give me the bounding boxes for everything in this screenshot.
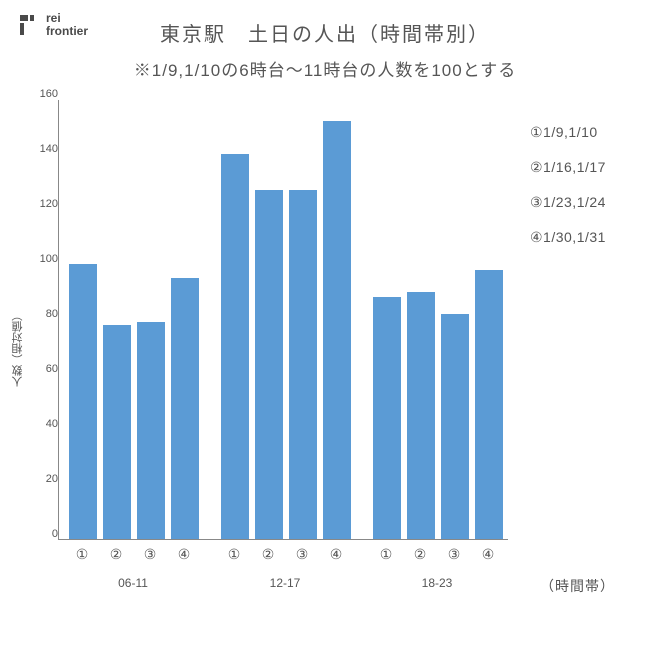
bar (69, 264, 97, 539)
y-tick: 160 (30, 88, 58, 100)
y-ticks: 020406080100120140160 (30, 100, 58, 540)
bar-group (69, 264, 199, 539)
x-bar-label: ② (110, 546, 123, 563)
x-bar-label: ③ (296, 546, 309, 563)
x-group-label: 06-11 (118, 576, 148, 590)
x-bar-label: ③ (144, 546, 157, 563)
y-tick: 100 (30, 253, 58, 265)
bar-group (221, 121, 351, 539)
x-bar-label: ② (262, 546, 275, 563)
plot (58, 100, 508, 540)
x-group-label: 18-23 (422, 576, 453, 590)
x-bar-label: ③ (448, 546, 461, 563)
bar (255, 190, 283, 539)
legend-item: ③1/23,1/24 (530, 194, 606, 211)
x-bar-label: ① (228, 546, 241, 563)
bar (441, 314, 469, 540)
bar (137, 322, 165, 539)
x-group-label: 12-17 (270, 576, 301, 590)
x-bar-label: ④ (330, 546, 343, 563)
x-bar-label: ④ (178, 546, 191, 563)
y-tick: 120 (30, 198, 58, 210)
legend-item: ①1/9,1/10 (530, 124, 606, 141)
y-tick: 60 (30, 363, 58, 375)
y-tick: 0 (30, 528, 58, 540)
bar (475, 270, 503, 540)
x-bar-label: ① (380, 546, 393, 563)
x-bar-label: ① (76, 546, 89, 563)
x-bar-label: ④ (482, 546, 495, 563)
chart-title: 東京駅 土日の人出（時間帯別） (0, 18, 650, 47)
bar (289, 190, 317, 539)
bar (373, 297, 401, 539)
bar (323, 121, 351, 539)
x-group-labels: 06-11 12-17 18-23 (58, 576, 508, 598)
bar (407, 292, 435, 540)
bar (221, 154, 249, 539)
x-bar-label: ② (414, 546, 427, 563)
bar (171, 278, 199, 539)
y-tick: 20 (30, 473, 58, 485)
y-tick: 140 (30, 143, 58, 155)
bar-group (373, 270, 503, 540)
chart-area (58, 100, 508, 540)
x-axis-label: （時間帯） (540, 576, 615, 596)
x-bar-labels: ① ② ③ ④ ① ② ③ ④ ① ② ③ ④ (58, 546, 508, 568)
legend: ①1/9,1/10 ②1/16,1/17 ③1/23,1/24 ④1/30,1/31 (530, 124, 606, 246)
chart-subtitle: ※1/9,1/10の6時台～11時台の人数を100とする (0, 56, 650, 81)
y-tick: 40 (30, 418, 58, 430)
y-tick: 80 (30, 308, 58, 320)
bar (103, 325, 131, 540)
y-axis-label: 人数（相対値） (10, 310, 26, 387)
legend-item: ④1/30,1/31 (530, 229, 606, 246)
legend-item: ②1/16,1/17 (530, 159, 606, 176)
